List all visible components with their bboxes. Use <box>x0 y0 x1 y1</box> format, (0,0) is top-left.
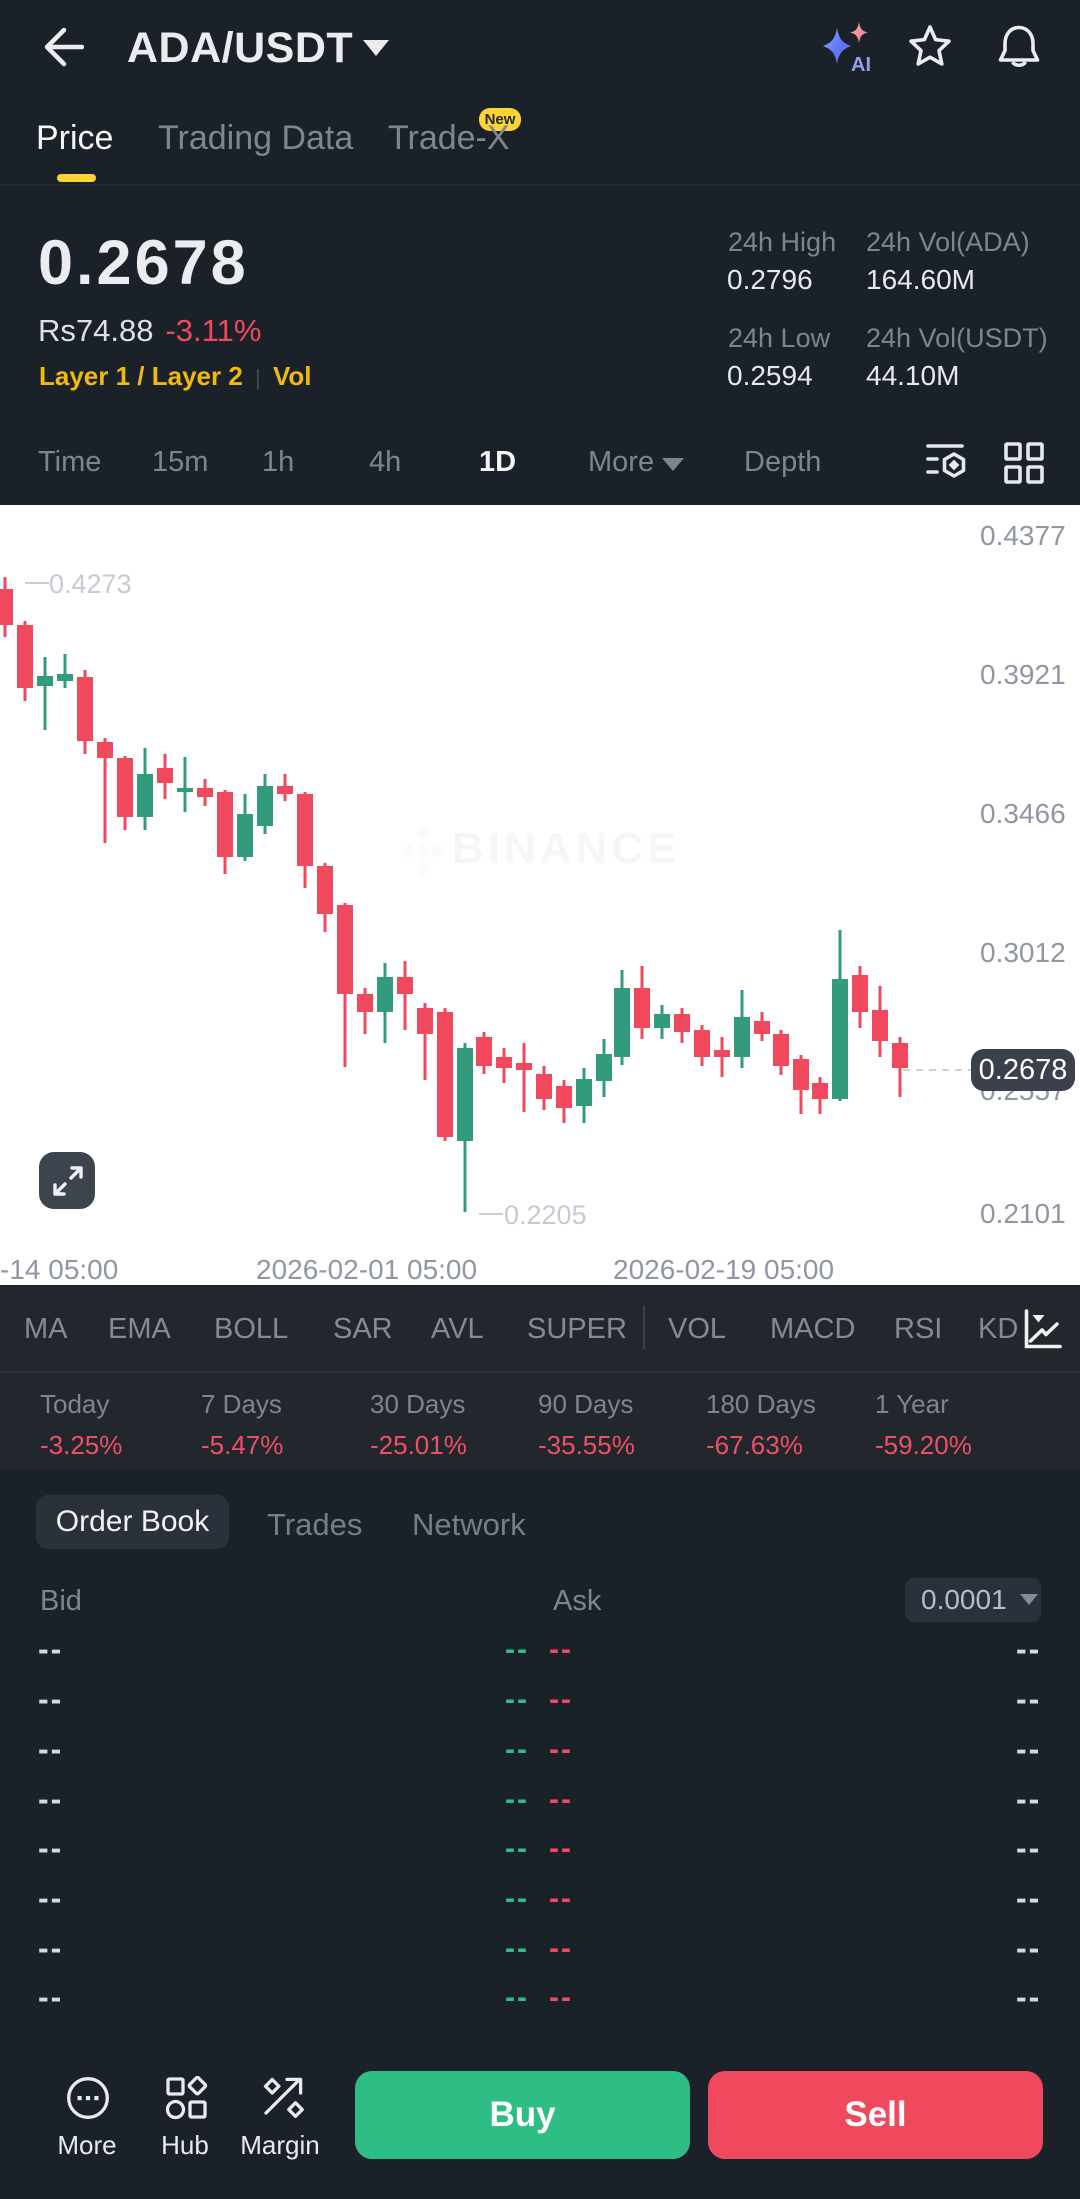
svg-text:BINANCE: BINANCE <box>452 824 680 873</box>
svg-text:AI: AI <box>851 54 871 76</box>
